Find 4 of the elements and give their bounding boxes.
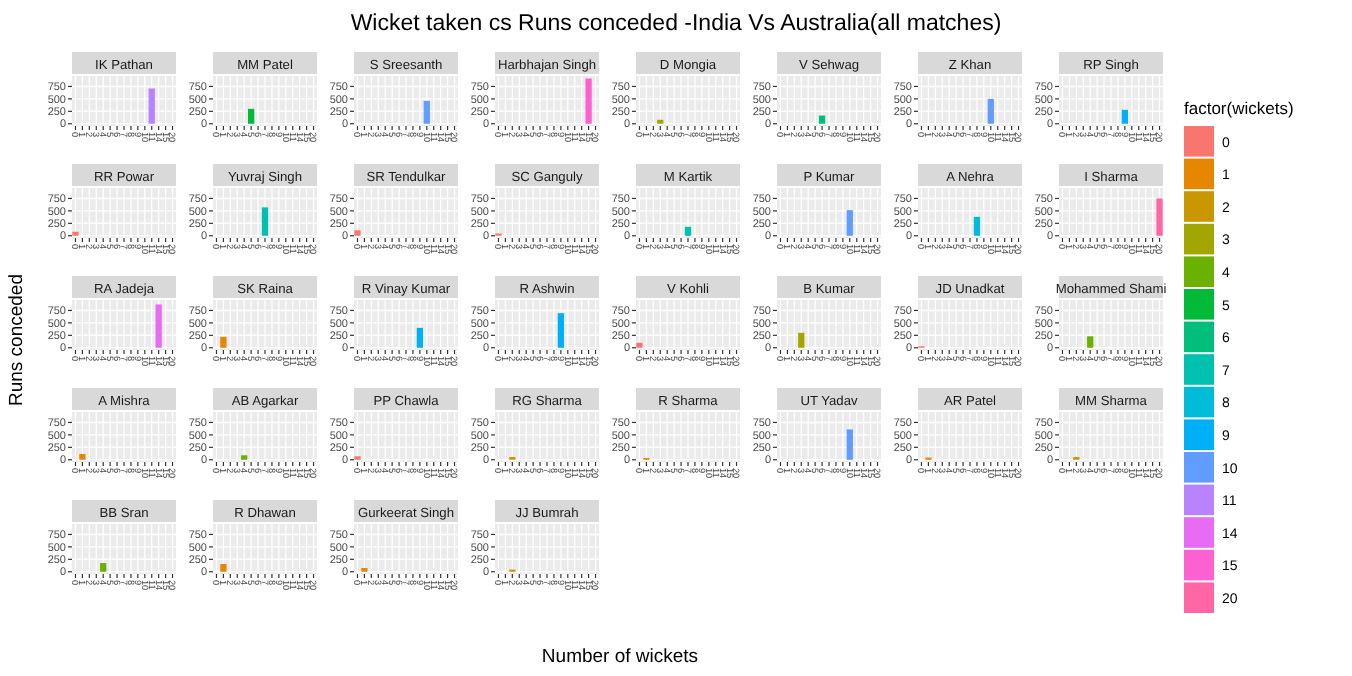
legend-title: factor(wickets) — [1184, 98, 1294, 118]
text: Number of wickets — [541, 646, 699, 668]
text: Runs conceded — [6, 273, 28, 407]
text: Wicket taken cs Runs conceded -India Vs Australia(all matches) — [350, 12, 1002, 36]
